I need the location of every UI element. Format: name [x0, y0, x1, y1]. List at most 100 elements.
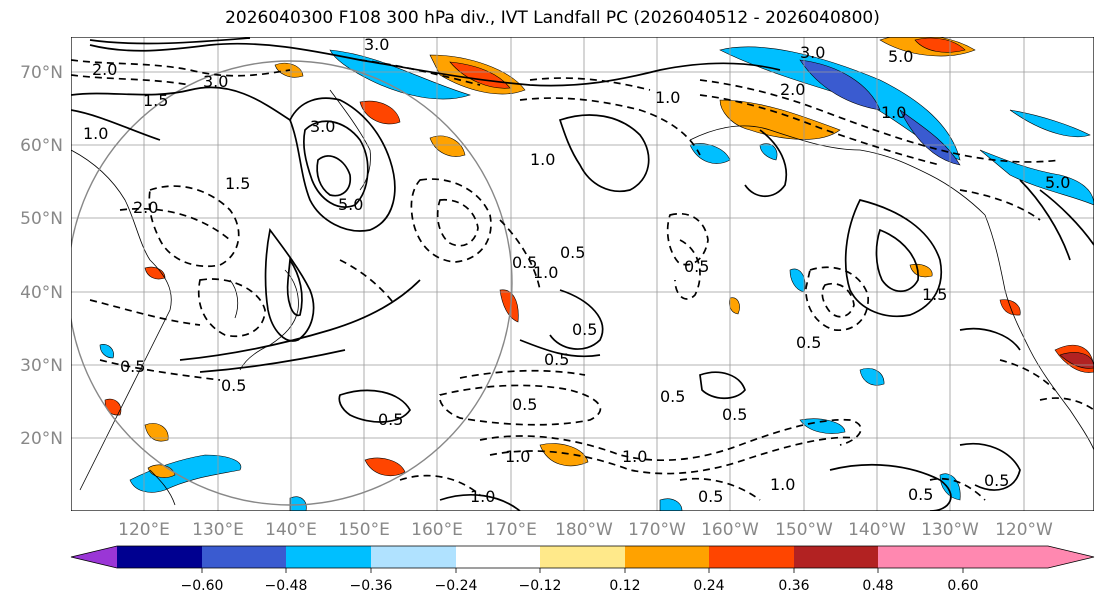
coastline-alaska — [689, 125, 986, 216]
solid-contour — [338, 389, 411, 423]
solid-contour — [519, 339, 601, 358]
coastline-japan — [239, 269, 299, 371]
dashed-contour — [359, 59, 481, 86]
solid-contour — [875, 228, 919, 293]
solid-contour — [959, 327, 1021, 351]
solid-contour — [959, 442, 1021, 491]
dashed-contour — [89, 299, 201, 326]
dashed-contour — [438, 384, 602, 426]
dashed-contour — [821, 282, 855, 318]
lat-label: 40°N — [20, 283, 63, 303]
solid-contour — [829, 463, 952, 511]
solid-contour — [744, 129, 788, 198]
coastline-philippines — [149, 469, 176, 506]
shade-blob — [799, 59, 881, 111]
dashed-contour — [805, 266, 869, 331]
colorbar-segment — [202, 546, 286, 568]
contour-label: 2.0 — [92, 60, 117, 79]
colorbar-segment — [878, 546, 963, 568]
solid-contour — [179, 279, 421, 361]
contour-label: 0.5 — [908, 485, 933, 504]
contour-labels: 3.0 2.0 3.0 1.5 1.0 3.0 5.0 1.5 2.0 1.0 … — [83, 37, 1070, 506]
lon-label: 160°W — [701, 520, 759, 540]
solid-contour — [1019, 179, 1071, 261]
solid-contour — [1039, 189, 1094, 246]
shade-blob — [359, 100, 401, 125]
dashed-contour — [197, 278, 266, 338]
colorbar-extend-high — [963, 546, 1094, 568]
colorbar-segment — [709, 546, 794, 568]
contour-label: 0.5 — [796, 333, 821, 352]
contour-label: 0.5 — [378, 410, 403, 429]
shade-blob — [1059, 352, 1094, 369]
dashed-contour — [679, 477, 761, 501]
shade-blob — [289, 496, 307, 511]
contour-label: 1.0 — [881, 103, 906, 122]
contour-label: 0.5 — [572, 320, 597, 339]
contour-label: 0.5 — [698, 487, 723, 506]
coastline-korea — [229, 279, 239, 319]
dashed-contour — [674, 239, 701, 300]
dashed-contour — [529, 77, 651, 91]
lat-label: 20°N — [20, 429, 63, 449]
dashed-contour — [148, 185, 240, 268]
shading-layer — [99, 37, 1094, 511]
colorbar-segment — [117, 546, 202, 568]
contour-label: 1.0 — [470, 487, 495, 506]
colorbar-tick-label: 0.24 — [693, 578, 724, 594]
landfall-circle — [71, 60, 513, 506]
contour-label: 0.5 — [722, 405, 747, 424]
dashed-contour — [519, 97, 701, 156]
dashed-contour — [119, 207, 231, 241]
solid-contour — [89, 37, 251, 45]
colorbar: −0.60 −0.48 −0.36 −0.24 −0.12 0.12 0.24 … — [70, 545, 1095, 594]
solid-contour — [699, 371, 746, 400]
shade-blob — [729, 297, 740, 315]
colorbar-tick-label: 0.48 — [862, 578, 893, 594]
shade-blob — [364, 457, 406, 476]
coastline-na-west — [984, 214, 1094, 451]
map-area: 3.0 2.0 3.0 1.5 1.0 3.0 5.0 1.5 2.0 1.0 … — [71, 37, 1094, 511]
contour-label: 1.5 — [143, 91, 168, 110]
coastline-kamchatka — [329, 89, 371, 191]
shade-blob — [719, 99, 841, 140]
dashed-contour — [410, 178, 492, 263]
dashed-contour — [999, 359, 1056, 391]
lon-label: 150°W — [775, 520, 833, 540]
lat-label: 70°N — [20, 63, 63, 83]
lat-axis: 70°N 60°N 50°N 40°N 30°N 20°N — [20, 63, 63, 449]
lon-label: 130°W — [921, 520, 979, 540]
contour-label: 2.0 — [133, 198, 158, 217]
shade-blob — [99, 344, 114, 359]
solid-contour — [71, 86, 291, 121]
colorbar-segment — [371, 546, 456, 568]
dashed-contour — [399, 474, 481, 496]
gridlines — [71, 37, 1094, 511]
colorbar-tick-label: −0.60 — [181, 578, 224, 594]
lon-label: 120°W — [995, 520, 1053, 540]
lat-label: 60°N — [20, 136, 63, 156]
shade-blob — [144, 423, 169, 442]
solid-contour — [89, 42, 781, 87]
contour-label: 5.0 — [1045, 173, 1070, 192]
lon-label: 150°E — [338, 520, 390, 540]
dashed-contour — [459, 369, 586, 379]
solid-contour — [439, 494, 521, 511]
contour-label: 0.5 — [684, 257, 709, 276]
contour-label: 1.0 — [770, 475, 795, 494]
dashed-contour — [699, 79, 1061, 163]
dashed-contour — [479, 418, 862, 462]
shade-blob — [799, 418, 846, 434]
contour-label: 1.0 — [533, 263, 558, 282]
solid-contour — [558, 114, 650, 193]
shade-blob — [719, 46, 961, 161]
dashed-contour — [959, 189, 1041, 221]
shade-blob — [659, 498, 683, 511]
shade-blob — [914, 37, 966, 53]
solid-contour — [844, 199, 942, 318]
lon-label: 140°W — [848, 520, 906, 540]
contour-label: 1.0 — [622, 447, 647, 466]
colorbar-segment — [456, 546, 540, 568]
lat-label: 30°N — [20, 356, 63, 376]
